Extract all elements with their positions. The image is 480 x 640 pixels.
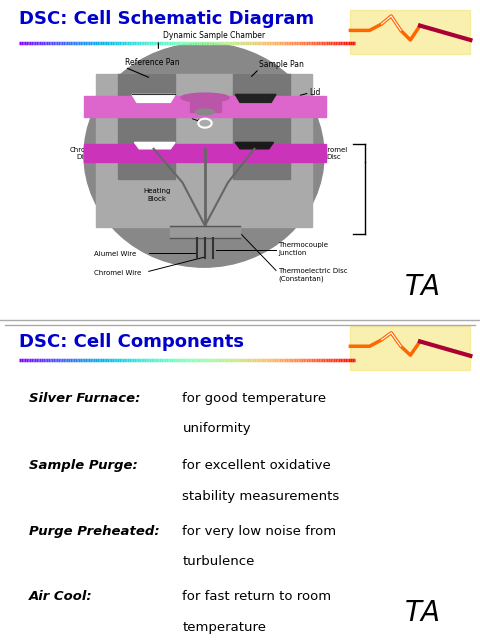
Text: Heating
Block: Heating Block [143,188,171,202]
Polygon shape [235,94,276,102]
Bar [96,74,312,227]
Polygon shape [350,10,470,54]
Text: Reference Pan: Reference Pan [125,58,180,67]
Text: Dynamic Sample Chamber: Dynamic Sample Chamber [163,31,265,40]
Polygon shape [134,142,175,148]
Text: stability measurements: stability measurements [182,490,340,502]
Polygon shape [132,94,175,102]
Text: Thermoelectric Disc
(Constantan): Thermoelectric Disc (Constantan) [278,268,348,282]
Text: Chromel
Disc: Chromel Disc [319,147,348,161]
Bar [170,226,240,238]
Ellipse shape [181,93,229,102]
Text: for fast return to room: for fast return to room [182,590,332,604]
Text: temperature: temperature [182,621,266,634]
Text: Chromel
Disc: Chromel Disc [70,147,98,161]
Text: Alumel Wire: Alumel Wire [94,252,136,257]
Text: uniformity: uniformity [182,422,251,435]
Text: DSC: Cell Schematic Diagram: DSC: Cell Schematic Diagram [19,10,314,28]
Text: Sample Pan: Sample Pan [259,60,304,68]
Text: DSC: Cell Components: DSC: Cell Components [19,333,244,351]
Text: for excellent oxidative: for excellent oxidative [182,460,331,472]
Text: Sample Purge:: Sample Purge: [29,460,138,472]
Text: turbulence: turbulence [182,555,255,568]
Text: Silver Furnace:: Silver Furnace: [29,392,140,405]
Bar [118,74,175,179]
Text: Purge Preheated:: Purge Preheated: [29,525,159,538]
Text: Gas Purge Inlet: Gas Purge Inlet [163,107,222,116]
Bar [190,97,221,112]
Circle shape [198,119,212,128]
Bar [233,74,290,179]
Text: Chromel Wire: Chromel Wire [94,269,141,276]
Polygon shape [350,326,470,370]
Text: Lid: Lid [310,88,321,97]
Text: $\mathit{TA}$: $\mathit{TA}$ [404,274,441,301]
Bar [84,96,326,116]
Text: Thermocouple
Junction: Thermocouple Junction [278,242,328,256]
Text: for very low noise from: for very low noise from [182,525,336,538]
Polygon shape [235,142,274,148]
Ellipse shape [195,109,215,115]
Ellipse shape [84,44,324,268]
Text: Air Cool:: Air Cool: [29,590,93,604]
Text: for good temperature: for good temperature [182,392,326,405]
Text: $\mathit{TA}$: $\mathit{TA}$ [404,600,441,627]
Bar [84,144,326,161]
